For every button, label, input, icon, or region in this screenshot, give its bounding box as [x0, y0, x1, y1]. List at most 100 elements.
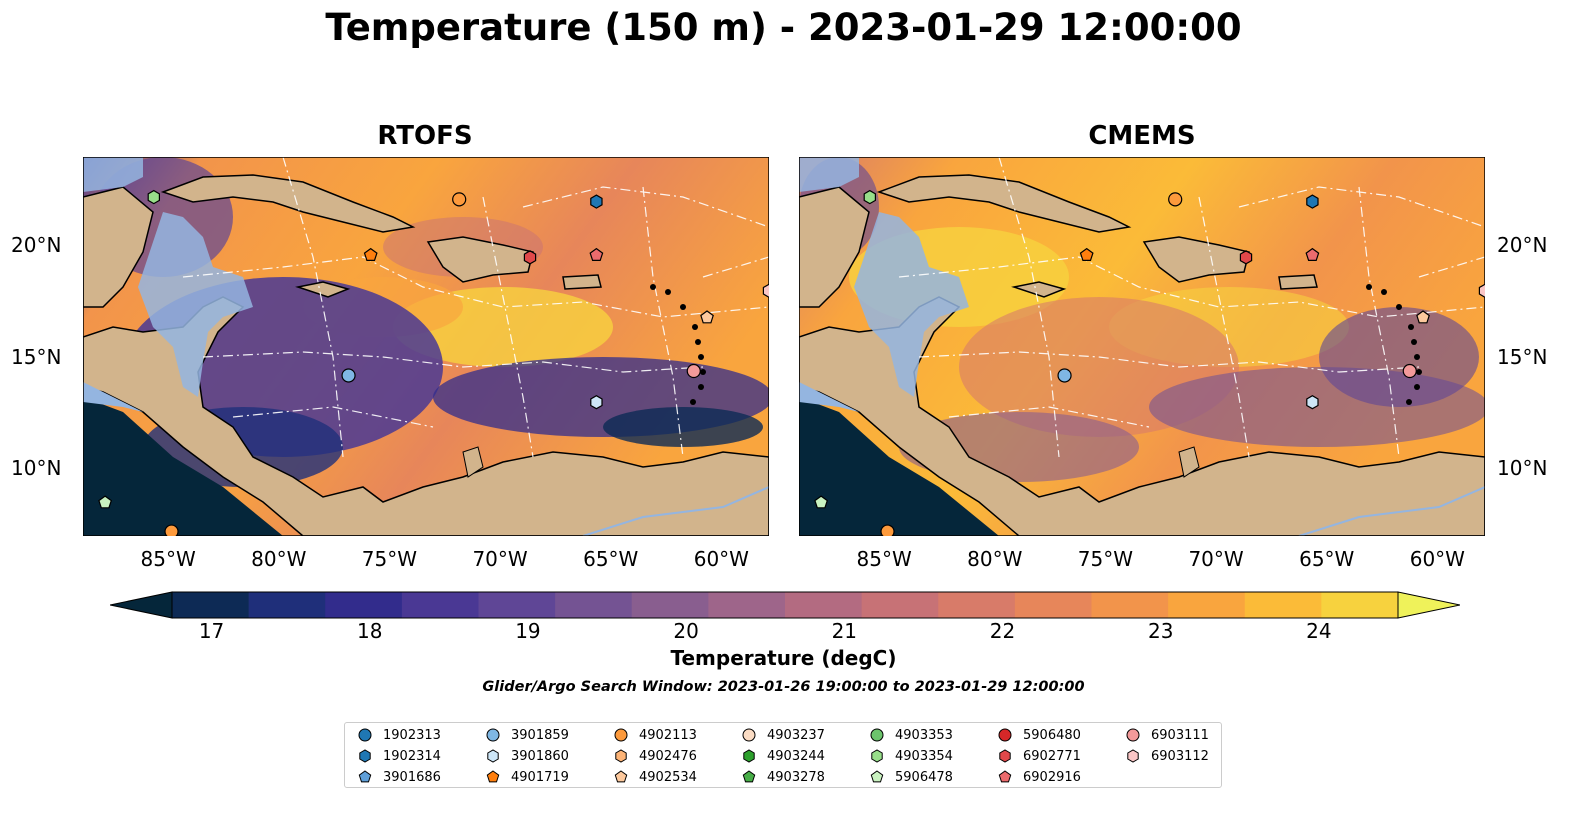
- legend-label: 3901686: [383, 769, 441, 785]
- colorbar-segment: [1244, 592, 1322, 618]
- legend-marker-icon: [486, 770, 500, 783]
- legend-marker-icon: [1126, 728, 1140, 742]
- legend-marker-icon: [743, 749, 755, 763]
- lat-tick-label: 20°N: [1497, 233, 1548, 258]
- colorbar-segment: [1091, 592, 1169, 618]
- float-marker: [762, 283, 769, 298]
- map-panel-rtofs: [83, 157, 769, 536]
- lat-tick-label: 15°N: [1497, 344, 1548, 369]
- float-marker: [880, 524, 895, 536]
- legend-label: 4903354: [895, 748, 953, 764]
- colorbar-segment: [938, 592, 1016, 618]
- legend-item: 1902313: [355, 725, 441, 745]
- legend-item: 4903244: [739, 746, 825, 766]
- legend-item: 3901859: [483, 725, 569, 745]
- float-marker: [164, 524, 179, 536]
- colorbar-segment: [248, 592, 326, 618]
- lon-tick-label: 60°W: [1409, 547, 1465, 571]
- legend-marker-icon: [999, 749, 1011, 763]
- legend-label: 4902113: [639, 727, 697, 743]
- colorbar-segment: [631, 592, 709, 618]
- lon-tick-label: 80°W: [251, 547, 307, 571]
- colorbar-tick-label: 17: [198, 619, 225, 643]
- legend-marker-icon: [614, 728, 628, 742]
- legend-item: 6902916: [995, 767, 1081, 787]
- float-markers-right: [814, 189, 1485, 536]
- colorbar-tick-label: 21: [831, 619, 858, 643]
- float-marker: [1402, 363, 1417, 379]
- lat-tick-label: 10°N: [11, 456, 62, 481]
- legend-marker-icon: [358, 728, 372, 742]
- colorbar-tick-label: 22: [989, 619, 1016, 643]
- lon-tick-label: 70°W: [472, 547, 528, 571]
- float-marker: [341, 368, 356, 383]
- colorbar-tick-label: 24: [1306, 619, 1332, 643]
- search-window-text: Glider/Argo Search Window: 2023-01-26 19…: [482, 679, 1085, 695]
- legend-label: 4903237: [767, 727, 825, 743]
- map-panel-cmems: [799, 157, 1485, 536]
- legend-label: 4902476: [639, 748, 697, 764]
- float-marker: [1239, 250, 1253, 265]
- legend-marker-icon: [614, 770, 628, 783]
- legend-item: 4902534: [611, 767, 697, 787]
- legend-item: 5906480: [995, 725, 1081, 745]
- legend-marker-icon: [615, 749, 627, 763]
- legend-label: 3901859: [511, 727, 569, 743]
- legend-label: 4903353: [895, 727, 953, 743]
- float-marker: [1079, 247, 1094, 262]
- float-marker: [814, 495, 829, 509]
- panel-title-rtofs: RTOFS: [377, 121, 473, 151]
- legend-item: 4903354: [867, 746, 953, 766]
- legend-marker-icon: [998, 770, 1012, 783]
- lon-tick-label: 75°W: [1077, 547, 1134, 571]
- legend-item: 4902476: [611, 746, 697, 766]
- colorbar-segment: [1014, 592, 1092, 618]
- legend-label: 6902916: [1023, 769, 1081, 785]
- float-marker: [98, 495, 113, 509]
- colorbar-segment: [172, 592, 250, 618]
- legend-label: 6903112: [1151, 748, 1209, 764]
- float-marker: [1306, 194, 1319, 209]
- colorbar-tick-label: 18: [357, 619, 383, 643]
- float-marker: [686, 363, 701, 379]
- legend-marker-icon: [358, 770, 372, 783]
- float-marker: [590, 194, 603, 209]
- colorbar-segment: [1168, 592, 1246, 618]
- colorbar-segment: [861, 592, 939, 618]
- figure-title: Temperature (150 m) - 2023-01-29 12:00:0…: [325, 6, 1242, 49]
- legend-item: 3901686: [355, 767, 441, 787]
- lon-tick-label: 75°W: [361, 547, 418, 571]
- float-marker: [1168, 192, 1183, 207]
- float-marker: [590, 395, 603, 410]
- legend-item: 3901860: [483, 746, 569, 766]
- colorbar-segment: [1321, 592, 1399, 618]
- float-marker: [1478, 283, 1485, 298]
- float-marker: [523, 250, 537, 265]
- legend-label: 4902534: [639, 769, 697, 785]
- float-marker: [147, 189, 161, 205]
- legend-marker-icon: [871, 749, 883, 763]
- legend-item: 4902113: [611, 725, 697, 745]
- colorbar-tick-label: 19: [515, 619, 541, 643]
- legend-item: 4903353: [867, 725, 953, 745]
- lon-tick-label: 85°W: [856, 547, 912, 571]
- colorbar-segment: [401, 592, 479, 618]
- colorbar-extend-max: [1397, 591, 1460, 619]
- lon-tick-label: 65°W: [583, 547, 639, 571]
- legend-marker-icon: [1127, 749, 1139, 763]
- legend-item: 6903111: [1123, 725, 1209, 745]
- lon-tick-label: 70°W: [1188, 547, 1244, 571]
- legend-item: 5906478: [867, 767, 953, 787]
- float-legend: 1902313 1902314 3901686 3901859 3901860 49017…: [344, 722, 1222, 788]
- float-marker: [863, 189, 877, 205]
- float-marker: [589, 247, 604, 262]
- colorbar-segment: [555, 592, 633, 618]
- legend-marker-icon: [870, 728, 884, 742]
- colorbar-tick-label: 23: [1147, 619, 1174, 643]
- float-marker: [1416, 310, 1430, 324]
- legend-item: 1902314: [355, 746, 441, 766]
- legend-marker-icon: [742, 728, 756, 742]
- colorbar-tick-label: 20: [673, 619, 699, 643]
- colorbar-segment: [785, 592, 863, 618]
- legend-label: 5906480: [1023, 727, 1081, 743]
